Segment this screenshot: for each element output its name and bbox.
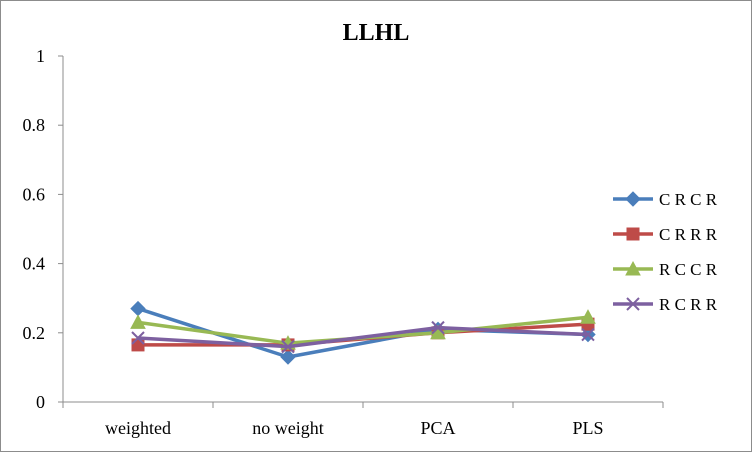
x-tick-labels: weighted no weight PCA PLS (105, 418, 604, 438)
legend-label: R C C R (659, 260, 718, 279)
data-point (581, 327, 595, 342)
legend-label: C R C R (659, 190, 718, 209)
y-tick-label: 1 (36, 46, 45, 66)
legend-item: R C C R (613, 260, 718, 279)
x-marker-stroke (281, 339, 295, 354)
legend-item: R C R R (613, 295, 718, 314)
data-point (131, 331, 145, 345)
y-tick-labels: 0 0.2 0.4 0.6 0.8 1 (23, 46, 46, 412)
series-lines (130, 300, 596, 365)
y-tick-label: 0.8 (23, 115, 46, 135)
data-point (280, 349, 296, 365)
x-tick-label: weighted (105, 418, 171, 438)
data-point (580, 309, 596, 324)
legend-label: C R R R (659, 225, 718, 244)
legend-item: C R R R (613, 225, 718, 244)
legend-marker (625, 260, 641, 276)
x-tick-label: PCA (420, 418, 455, 438)
data-point (130, 314, 146, 329)
x-tick-label: no weight (252, 418, 324, 438)
axes (58, 55, 664, 408)
x-marker-stroke (626, 297, 640, 311)
x-tick-label: PLS (572, 418, 603, 438)
series-4 (131, 320, 595, 354)
data-point (131, 338, 145, 352)
y-tick-label: 0.6 (23, 184, 46, 204)
legend-marker (626, 297, 640, 311)
x-marker-stroke (431, 320, 445, 335)
data-point (281, 339, 295, 354)
x-marker-stroke (581, 327, 595, 342)
y-tick-label: 0.4 (23, 254, 46, 274)
series-line (137, 325, 589, 349)
chart-title: LLHL (343, 20, 410, 46)
legend-label: R C R R (659, 295, 718, 314)
y-tick-label: 0.2 (23, 323, 46, 343)
legend-marker (625, 191, 641, 207)
legend: C R C R C R R R R C C R R C R R (613, 190, 718, 314)
data-point (431, 320, 445, 335)
legend-marker (626, 227, 640, 241)
legend-item: C R C R (613, 190, 718, 209)
data-point (130, 300, 146, 317)
y-tick-label: 0 (36, 392, 45, 412)
x-marker-stroke (131, 331, 145, 345)
